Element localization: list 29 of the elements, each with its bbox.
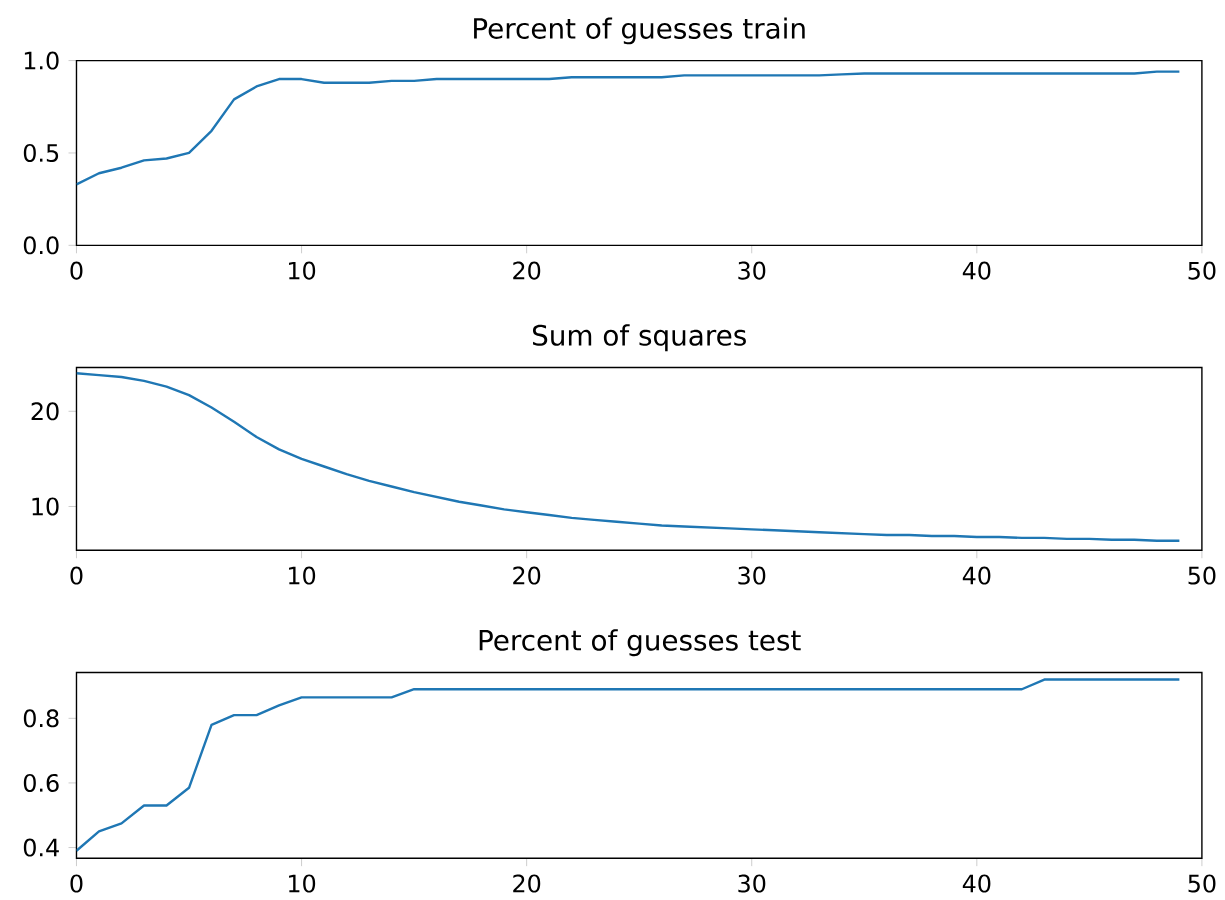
x-tick-label: 50: [1188, 261, 1216, 280]
x-tick-label: 30: [738, 566, 766, 585]
y-tick-label: 0.6: [23, 773, 59, 792]
x-tick-label: 40: [962, 566, 991, 585]
y-tick-label: 1.0: [24, 51, 59, 70]
y-tick-label: 0.0: [23, 236, 59, 255]
x-tick-label: 0: [70, 874, 83, 893]
x-tick-label: 20: [513, 261, 541, 280]
x-tick-label: 0: [70, 261, 83, 280]
chart-title: Percent of guesses test: [479, 629, 801, 656]
x-tick-label: 50: [1188, 874, 1216, 893]
x-tick-label: 20: [513, 874, 541, 893]
y-tick-label: 0.5: [23, 143, 59, 162]
x-tick-label: 10: [289, 566, 316, 585]
x-tick-label: 0: [70, 566, 83, 585]
x-tick-label: 10: [289, 261, 316, 280]
y-tick-label: 0.8: [23, 709, 59, 728]
x-tick-label: 50: [1188, 566, 1216, 585]
chart-title: Percent of guesses train: [474, 17, 805, 45]
y-tick-label: 0.4: [23, 838, 59, 857]
chart-title: Sum of squares: [532, 324, 746, 351]
x-tick-label: 40: [962, 261, 991, 280]
x-tick-label: 20: [513, 566, 541, 585]
x-tick-label: 30: [738, 261, 766, 280]
x-tick-label: 40: [962, 874, 991, 893]
x-tick-label: 10: [289, 874, 316, 893]
y-tick-label: 10: [32, 497, 59, 516]
y-tick-label: 20: [31, 402, 59, 421]
x-tick-label: 30: [738, 874, 766, 893]
